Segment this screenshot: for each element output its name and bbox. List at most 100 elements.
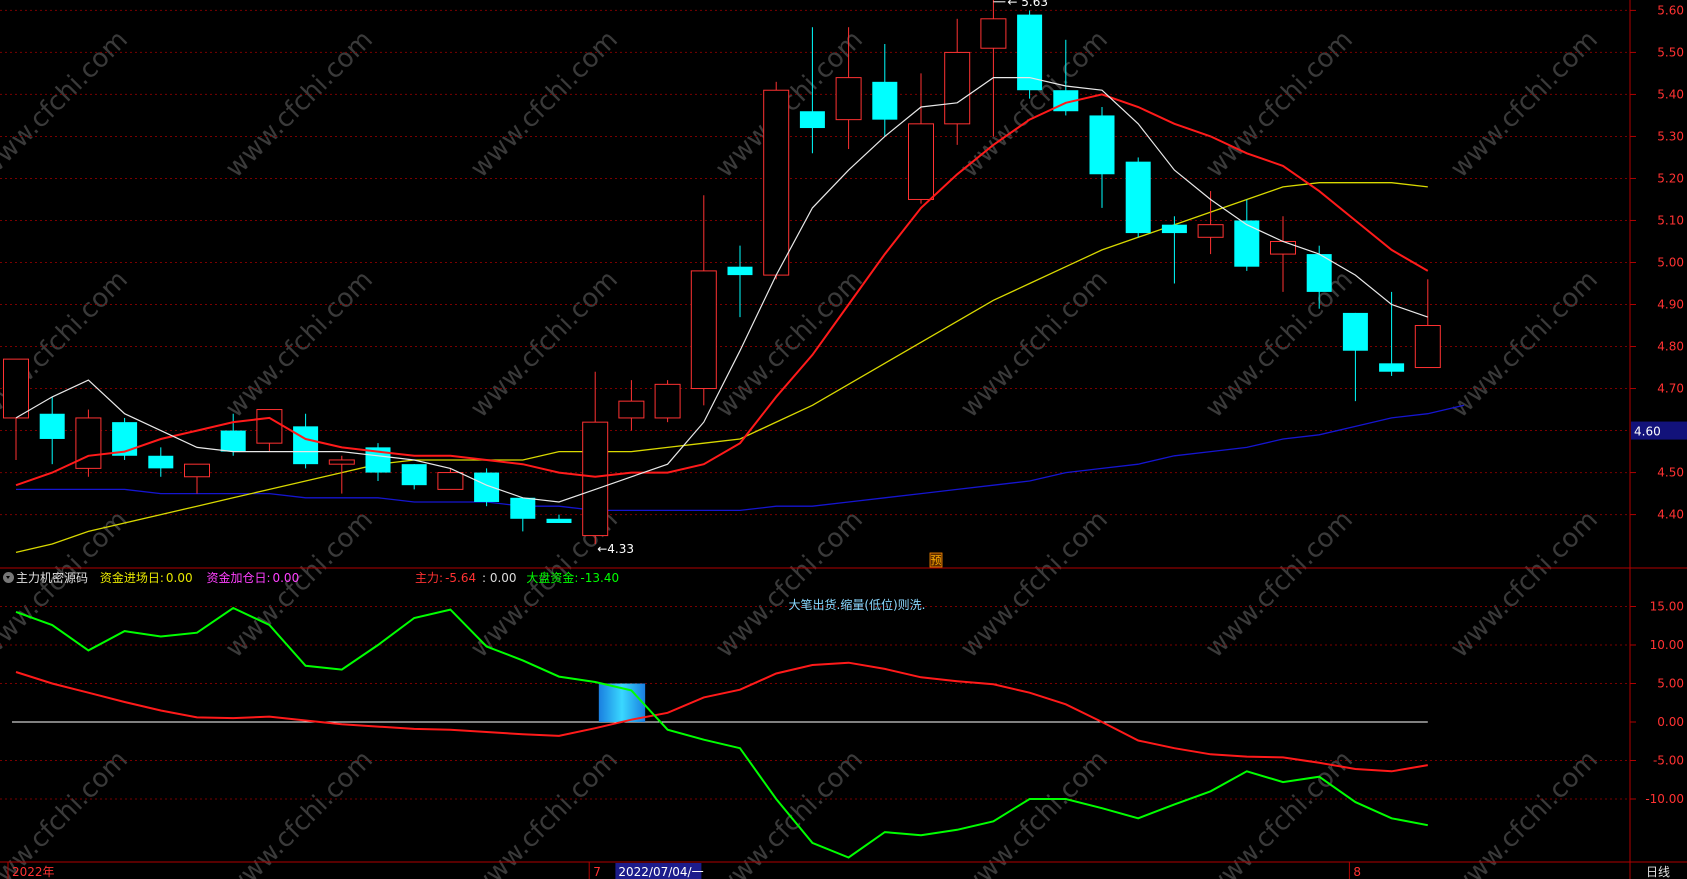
- candle[interactable]: [908, 73, 934, 204]
- candle-body: [112, 422, 138, 456]
- price-annotations: ← 5.63 ←4.33 预: [597, 0, 1048, 568]
- candle[interactable]: [799, 27, 825, 154]
- period-label[interactable]: 日线: [1646, 865, 1670, 879]
- candle-body: [1161, 224, 1187, 234]
- candle[interactable]: [1017, 10, 1043, 99]
- candle[interactable]: [1379, 291, 1405, 376]
- candle[interactable]: [39, 396, 65, 465]
- price-tick-label: 4.80: [1657, 340, 1684, 354]
- candle[interactable]: [328, 455, 355, 494]
- price-tick-label: 5.20: [1657, 171, 1684, 185]
- current-price-tag[interactable]: [1631, 421, 1687, 440]
- candle-body: [184, 463, 210, 478]
- price-tick-label: 5.60: [1657, 3, 1684, 17]
- main-force-value: -5.64: [445, 571, 477, 585]
- candlestick-series[interactable]: [3, 0, 1441, 544]
- indicator-tick-label: -5.00: [1653, 754, 1684, 768]
- price-grid: [0, 9, 1628, 800]
- indicator-annotation: 大笔出货.缩量(低位)则洗.: [789, 597, 926, 612]
- indicator-tick-label: 5.00: [1657, 677, 1684, 691]
- ma10-polyline: [15, 93, 1429, 487]
- candle[interactable]: [220, 413, 246, 456]
- price-tick-label: 5.10: [1657, 213, 1684, 227]
- candle[interactable]: [944, 18, 971, 145]
- candle-body: [1414, 325, 1441, 369]
- collapse-icon[interactable]: [3, 572, 14, 583]
- candle[interactable]: [980, 0, 1007, 137]
- candle[interactable]: [474, 468, 500, 507]
- candle[interactable]: [872, 44, 898, 137]
- candle[interactable]: [1197, 191, 1224, 255]
- candle-body: [1089, 115, 1115, 175]
- candle-body: [148, 455, 174, 469]
- candle-body: [763, 89, 790, 276]
- price-tick-label: 4.40: [1657, 508, 1684, 522]
- candle[interactable]: [763, 81, 790, 280]
- candle-body: [293, 426, 319, 465]
- ma60-polyline: [16, 404, 1465, 512]
- candle[interactable]: [1306, 245, 1332, 309]
- candle-body: [220, 430, 246, 452]
- entry-day-value: 0.00: [165, 571, 193, 585]
- indicator-name[interactable]: 主力机密源码: [16, 571, 89, 585]
- candle[interactable]: [256, 409, 283, 452]
- candle[interactable]: [1414, 279, 1441, 369]
- candle-body: [256, 409, 283, 444]
- candle-body: [39, 413, 65, 439]
- candle[interactable]: [618, 380, 645, 431]
- candle-body: [1379, 363, 1405, 372]
- indicator-tick-label: 0.00: [1657, 715, 1684, 729]
- candle-body: [546, 518, 572, 523]
- candle-body: [510, 497, 536, 519]
- candle[interactable]: [148, 447, 174, 477]
- candle-body: [1125, 161, 1151, 234]
- candle-body: [582, 421, 609, 537]
- indicator-panel[interactable]: 15.00 10.00 5.00 0.00 -5.00 -10.00 大笔出货.缩量(低位)…: [12, 597, 1684, 859]
- candle[interactable]: [1234, 199, 1260, 271]
- price-axis[interactable]: 5.60 5.50 5.40 5.30 5.20 5.10 5.00 4.90 4.80 4.70…: [1630, 3, 1687, 522]
- candle[interactable]: [1089, 107, 1115, 208]
- ma10-line: [15, 93, 1429, 487]
- add-day-value: 0.00: [272, 571, 300, 585]
- pre-marker-box: [929, 552, 943, 568]
- candle-body: [1306, 254, 1332, 292]
- price-tick-label: 5.50: [1657, 45, 1684, 59]
- indicator-tick-label: -10.00: [1645, 792, 1684, 806]
- candle[interactable]: [293, 413, 319, 469]
- candle[interactable]: [1342, 312, 1368, 402]
- candle[interactable]: [437, 468, 464, 490]
- price-tick-label: 5.40: [1657, 87, 1684, 101]
- candle[interactable]: [3, 358, 29, 460]
- candle[interactable]: [510, 497, 536, 532]
- separator-value: : 0.00: [481, 571, 517, 585]
- candle-body: [835, 77, 862, 121]
- candle[interactable]: [1125, 157, 1151, 238]
- candle[interactable]: [112, 417, 138, 460]
- candle[interactable]: [401, 464, 427, 490]
- ma20-line: [15, 182, 1428, 554]
- candle[interactable]: [835, 27, 862, 150]
- candle-body: [1017, 14, 1043, 91]
- entry-day-label: 资金进场日:: [99, 571, 164, 585]
- ma60-line: [16, 404, 1465, 512]
- candle[interactable]: [546, 514, 572, 523]
- candle[interactable]: [75, 409, 102, 477]
- date-cursor-label: 2022/07/04/一: [618, 865, 703, 879]
- date-axis[interactable]: 2022年 7 2022/07/04/一 8 日线: [7, 862, 1670, 879]
- candle-body: [618, 400, 645, 419]
- candle-body: [944, 51, 971, 125]
- candle[interactable]: [690, 195, 717, 406]
- market-fund-value: -13.40: [580, 571, 620, 585]
- high-price-label: ← 5.63: [1007, 0, 1048, 9]
- candle[interactable]: [1161, 216, 1187, 284]
- candle[interactable]: [582, 371, 609, 544]
- date-tick-label: 2022年: [12, 865, 55, 879]
- candle-body: [474, 472, 500, 502]
- candle[interactable]: [184, 463, 210, 494]
- date-cursor-box[interactable]: [615, 863, 702, 879]
- candle[interactable]: [727, 245, 753, 318]
- candle[interactable]: [654, 380, 681, 423]
- price-tick-label: 4.50: [1657, 466, 1684, 480]
